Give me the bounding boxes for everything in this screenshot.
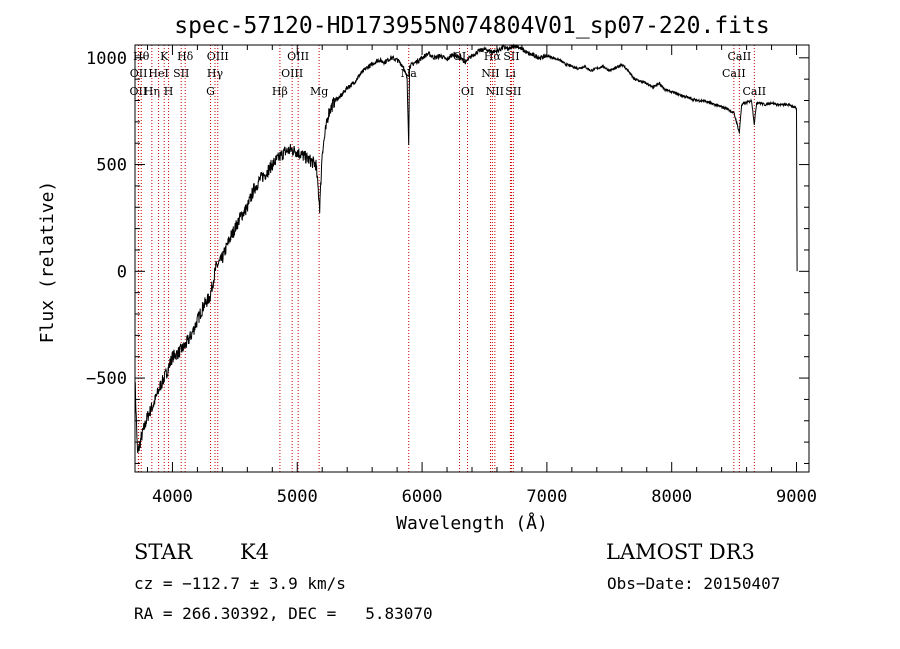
spectral-line-label-9: G bbox=[206, 85, 215, 98]
spectral-line-label-24: SII bbox=[505, 85, 521, 98]
x-tick-label-9000: 9000 bbox=[776, 487, 817, 507]
spectral-line-label-1: Hθ bbox=[133, 50, 150, 63]
spectral-line-label-0: OII bbox=[130, 85, 148, 98]
y-axis-label: Flux (relative) bbox=[37, 181, 58, 344]
spectral-line-label-3: OII bbox=[130, 67, 148, 80]
y-tick-label-1000: 1000 bbox=[86, 49, 127, 69]
x-axis-ticks: 4000 5000 6000 7000 8000 9000 bbox=[146, 45, 817, 507]
spectral-line-label-14: OIII bbox=[281, 67, 303, 80]
x-tick-label-6000: 6000 bbox=[402, 487, 443, 507]
spectral-line-label-21: NII bbox=[486, 85, 504, 98]
redshift-readout: cz = −112.7 ± 3.9 km/s bbox=[134, 574, 346, 593]
spectrum-line bbox=[134, 43, 798, 454]
x-axis-label: Wavelength (Å) bbox=[396, 512, 548, 534]
spectral-line-label-10: OIII bbox=[207, 50, 229, 63]
x-tick-label-4000: 4000 bbox=[152, 487, 193, 507]
spectral-subclass: K4 bbox=[240, 540, 269, 564]
spectral-line-label-27: CaII bbox=[742, 85, 766, 98]
x-tick-label-8000: 8000 bbox=[651, 487, 692, 507]
y-tick-label--500: −500 bbox=[86, 369, 127, 389]
spectral-line-label-11: Hγ bbox=[207, 67, 224, 80]
spectral-line-label-26: CaII bbox=[728, 50, 752, 63]
observation-date: Obs−Date: 20150407 bbox=[607, 574, 780, 593]
chart-title: spec-57120-HD173955N074804V01_sp07-220.f… bbox=[174, 13, 769, 39]
y-tick-label-500: 500 bbox=[96, 156, 127, 176]
x-tick-label-5000: 5000 bbox=[277, 487, 318, 507]
spectral-line-label-4: HeI bbox=[148, 67, 168, 80]
spectral-line-label-12: Hβ bbox=[272, 85, 288, 98]
coordinates-readout: RA = 266.30392, DEC = 5.83070 bbox=[134, 604, 433, 623]
spectral-line-label-2: Hη bbox=[144, 85, 160, 98]
spectral-line-label-22: SII bbox=[503, 50, 519, 63]
y-axis-ticks: −500 0 500 1000 bbox=[86, 49, 809, 464]
spectral-line-label-6: H bbox=[164, 85, 174, 98]
spectral-line-label-25: CaII bbox=[722, 67, 746, 80]
plot-frame bbox=[134, 44, 810, 473]
spectral-line-label-19: NII bbox=[481, 67, 499, 80]
y-tick-label-0: 0 bbox=[117, 262, 127, 282]
survey-name: LAMOST DR3 bbox=[606, 540, 755, 564]
spectral-line-label-13: OIII bbox=[287, 50, 309, 63]
spectral-line-label-18: OI bbox=[461, 85, 474, 98]
spectral-line-label-15: Mg bbox=[310, 85, 328, 98]
spectral-line-label-16: Na bbox=[401, 67, 418, 80]
spectral-line-label-23: Li bbox=[505, 67, 516, 80]
spectral-line-label-7: SII bbox=[173, 67, 189, 80]
x-tick-label-7000: 7000 bbox=[526, 487, 567, 507]
spectral-line-label-8: Hδ bbox=[177, 50, 194, 63]
object-type: STAR bbox=[134, 540, 193, 564]
spectral-line-label-5: K bbox=[160, 50, 169, 63]
